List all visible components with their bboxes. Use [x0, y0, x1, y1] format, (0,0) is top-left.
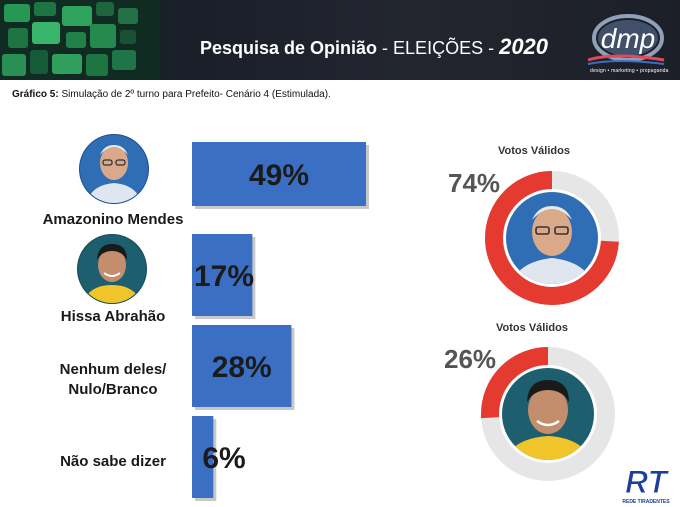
donut-arc-hissa [481, 347, 615, 481]
header-banner: Pesquisa de Opinião - ELEIÇÕES - 2020 dm… [0, 0, 680, 80]
dmp-logo: dmp design • marketing • propaganda [584, 8, 669, 76]
candidate-photo-hissa [77, 234, 147, 304]
bar-3 [192, 416, 214, 498]
caption-text: Simulação de 2º turno para Prefeito- Cen… [58, 89, 331, 100]
caption-label: Gráfico 5: [12, 89, 59, 100]
donut-label-amazonino: 74% [448, 168, 501, 198]
green-mosaic-decoration [0, 0, 160, 80]
bar-1 [192, 234, 253, 316]
bar-value-label-2: 28% [212, 351, 272, 384]
banner-title-year: 2020 [499, 34, 549, 59]
dmp-logo-text: dmp [601, 23, 655, 54]
candidate-photo-amazonino [79, 134, 149, 204]
banner-title-main: Pesquisa de Opinião [200, 38, 378, 58]
donut-chart-amazonino [485, 171, 619, 305]
bar-value-label-3: 6% [202, 442, 245, 475]
donut-arc-amazonino [485, 171, 619, 305]
dmp-logo-mark: dmp [587, 14, 665, 65]
banner-title-separator: - ELEIÇÕES - [377, 38, 500, 58]
bar-2 [192, 325, 292, 407]
bar-0 [192, 142, 366, 206]
candidate-name-amazonino: Amazonino Mendes [42, 211, 184, 228]
donut-title-amazonino: Votos Válidos [498, 145, 570, 157]
rt-logo: RT REDE TIRADENTES [622, 464, 670, 506]
bar-value-label-1: 17% [194, 260, 254, 293]
donut-title-hissa: Votos Válidos [496, 322, 568, 334]
category-name-nenhum-line1: Nenhum deles/ [59, 361, 167, 378]
category-name-nenhum: Nenhum deles/ Nulo/Branco [20, 360, 206, 400]
chart-caption: Gráfico 5: Simulação de 2º turno para Pr… [12, 89, 331, 100]
rt-logo-tagline: REDE TIRADENTES [622, 499, 670, 505]
candidate-name-hissa: Hissa Abrahão [60, 308, 166, 325]
donut-chart-hissa [481, 347, 615, 481]
banner-title: Pesquisa de Opinião - ELEIÇÕES - 2020 [200, 34, 548, 60]
donut-label-hissa: 26% [444, 344, 497, 374]
bar-value-label-0: 49% [249, 159, 309, 192]
dmp-logo-tagline: design • marketing • propaganda [590, 68, 669, 74]
category-name-nenhum-line2: Nulo/Branco [68, 381, 158, 398]
donut-portrait-hissa [502, 368, 594, 460]
category-name-nao-sabe: Não sabe dizer [60, 453, 166, 470]
rt-logo-text: RT [625, 464, 670, 500]
